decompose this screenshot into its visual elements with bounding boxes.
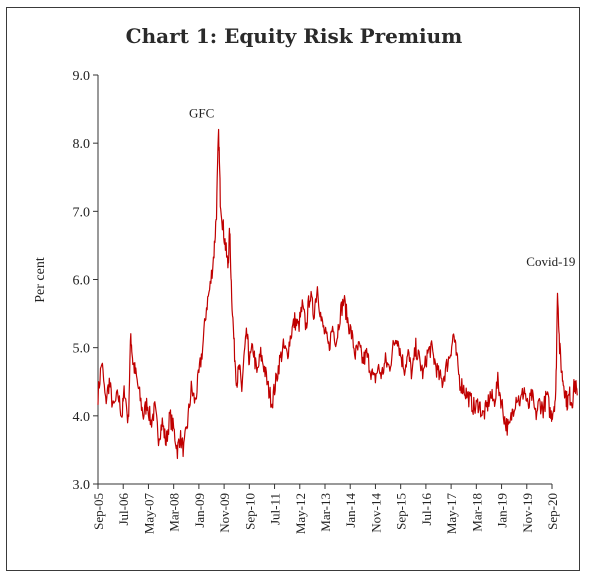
x-tick-label: Sep-05: [91, 493, 106, 530]
x-tick-label: Sep-15: [394, 493, 409, 530]
annotation-covid: Covid-19: [526, 254, 575, 269]
x-tick-label: May-17: [444, 493, 459, 535]
x-tick-label: Mar-08: [167, 493, 182, 532]
x-tick-label: Nov-09: [217, 493, 232, 533]
x-tick-label: Nov-19: [520, 493, 535, 533]
x-axis: Sep-05 Jul-06 May-07 Mar-08 Jan-09 Nov-09 Sep-…: [91, 483, 560, 535]
series-group: [97, 128, 578, 460]
x-tick-label: Jul-16: [419, 493, 434, 526]
y-tick-label: 7.0: [73, 205, 91, 220]
x-tick-label: Jan-14: [343, 493, 358, 528]
x-tick-label: Sep-20: [545, 493, 560, 530]
chart-frame: Chart 1: Equity Risk Premium: [6, 7, 580, 571]
annotation-gfc: GFC: [189, 105, 214, 120]
series-line: [97, 128, 578, 460]
y-tick-label: 8.0: [73, 137, 91, 152]
y-tick-label: 4.0: [73, 410, 91, 425]
x-tick-label: Mar-13: [318, 493, 333, 532]
x-tick-label: Jan-09: [192, 493, 207, 528]
y-axis: 3.0 4.0 5.0 6.0 7.0 8.0 9.0: [73, 69, 99, 493]
y-axis-label: Per cent: [33, 257, 48, 303]
y-tick-label: 6.0: [73, 274, 91, 289]
x-tick-label: Jan-19: [495, 493, 510, 528]
chart-title: Chart 1: Equity Risk Premium: [125, 24, 463, 48]
y-tick-label: 9.0: [73, 69, 91, 84]
x-tick-label: May-07: [141, 493, 156, 535]
x-tick-label: Jul-11: [268, 493, 283, 525]
x-tick-label: Mar-18: [469, 493, 484, 532]
x-tick-label: Sep-10: [242, 493, 257, 530]
x-tick-label: Nov-14: [368, 493, 383, 533]
x-tick-label: May-12: [293, 493, 308, 534]
y-tick-label: 5.0: [73, 342, 91, 357]
y-tick-label: 3.0: [73, 478, 91, 493]
annotations: GFC Covid-19: [189, 105, 575, 269]
x-tick-label: Jul-06: [116, 493, 131, 526]
